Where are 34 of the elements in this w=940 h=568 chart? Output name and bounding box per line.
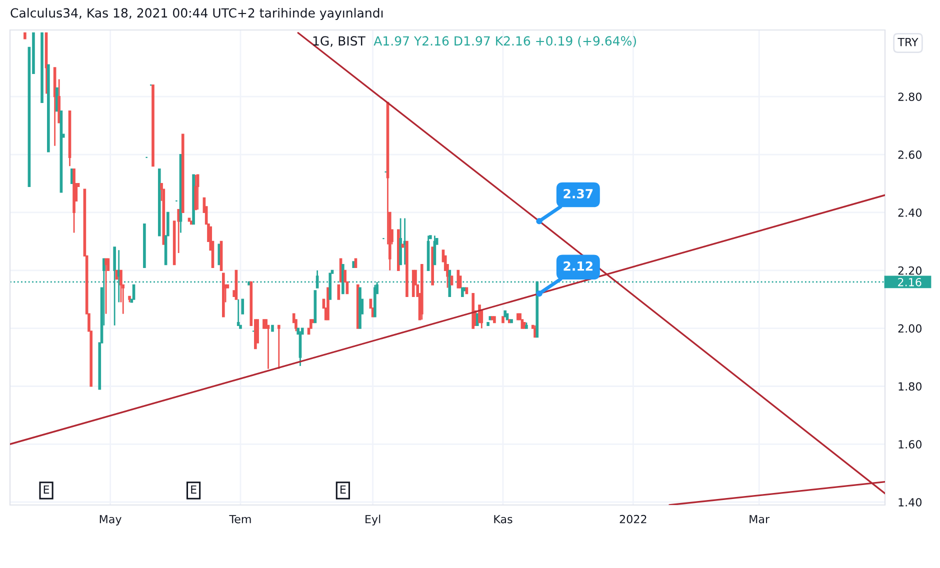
text: TRY (898, 38, 918, 46)
x-tick-label: Kas (494, 515, 512, 524)
y-tick-label: 2.20 (898, 266, 922, 275)
y-tick-label: 1.40 (898, 498, 922, 506)
candlestick (339, 258, 342, 283)
x-tick-label: 2022 (620, 514, 646, 524)
candlestick (277, 324, 280, 370)
x-tick-label: Tem (229, 515, 251, 524)
text: Calculus34, Kas 18, 2021 00:44 UTC+2 tarihinde yayınlandı (10, 8, 383, 20)
x-tick-label: Eyl (366, 514, 380, 526)
y-tick-label: 2.60 (898, 150, 922, 159)
candlestick (476, 313, 479, 326)
y-tick-label: 2.40 (898, 208, 922, 217)
data-label: 2.37 (564, 188, 593, 198)
candlestick (241, 298, 244, 314)
data-label: 2.12 (564, 261, 592, 271)
candlestick (337, 284, 340, 300)
candlestick (236, 298, 240, 326)
x-tick-label: Mar (750, 515, 770, 524)
candlestick (298, 330, 302, 367)
chart-subtitle: A1.97 Y2.16 D1.97 K2.16 +0.19 (+9.64%) (374, 36, 636, 48)
annotation: E (340, 485, 346, 494)
y-tick-label: 2.00 (898, 324, 922, 333)
ref-line-label: 2.16 (898, 278, 922, 286)
candlestick (196, 174, 200, 210)
candlestick (132, 284, 136, 300)
y-tick-label: 2.80 (898, 92, 922, 101)
x-tick-label: May (100, 515, 122, 526)
y-tick-label: 1.60 (898, 440, 922, 449)
y-tick-label: 1.80 (898, 382, 922, 391)
candlestick (70, 168, 74, 184)
annotation: E (44, 485, 50, 494)
annotation: E (191, 485, 196, 494)
chart-title: 1G, BIST (313, 36, 366, 47)
